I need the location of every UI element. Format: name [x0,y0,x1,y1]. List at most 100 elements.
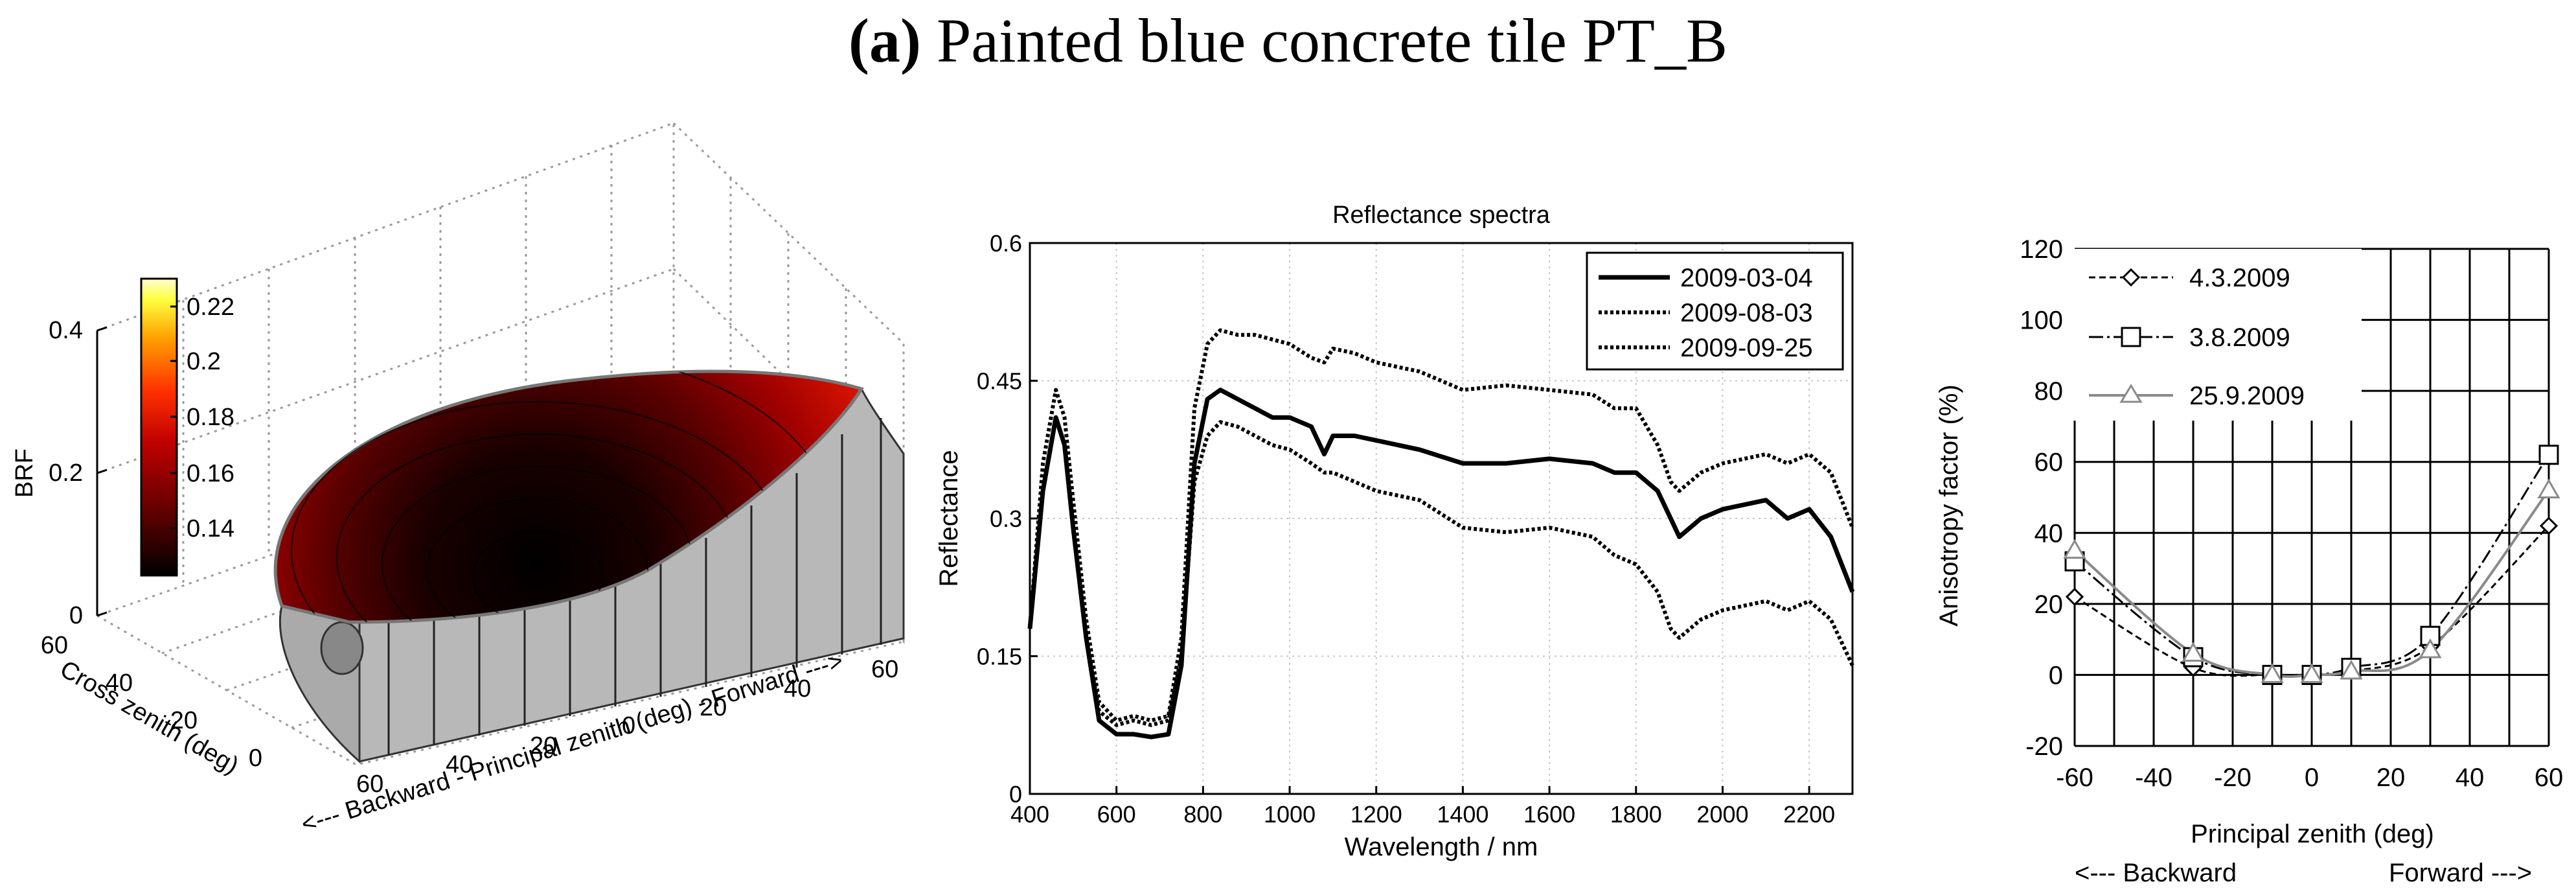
reflectance-spectra-chart: Reflectance spectra 0 0.15 0.3 0.45 0.6 400 6… [935,202,1855,861]
legend-label: 2009-03-04 [1680,264,1813,292]
colorbar-tick-label: 0.18 [187,404,234,431]
anisotropy-legend: 4.3.2009 3.8.2009 25.9.2009 [2089,264,2305,410]
z-tick-mark [97,611,108,617]
anisotropy-factor-chart: -20 0 20 40 60 80 100 120 -60 -40 -20 0 20 40 60 4.3.… [1935,235,2563,887]
spectra-title: Reflectance spectra [1332,202,1551,229]
spectra-legend: 2009-03-04 2009-08-03 2009-09-25 [1586,251,1844,371]
data-point-triangle [2063,539,2086,559]
y-tick-label: 0.15 [977,644,1022,670]
y-tick-label: 0 [1009,781,1022,808]
y-tick-label: 60 [2035,448,2064,477]
spectra-y-ticks: 0 0.15 0.3 0.45 0.6 [977,230,1038,808]
spectrum-line-2009-09-25 [1028,415,1854,727]
anisotropy-lines [2063,445,2560,685]
x-tick-label: -20 [2214,763,2251,792]
anisotropy-line-4.3.2009 [2074,525,2550,677]
x-tick-label: 1200 [1351,801,1402,828]
surface-end-cap [320,621,364,675]
x-tick-label: 800 [1183,801,1222,828]
spectra-x-axis-label: Wavelength / nm [1345,833,1538,861]
data-point-square [2538,445,2559,465]
colorbar-tick-label: 0.2 [187,348,221,375]
x-tick-label: -40 [2135,763,2172,792]
y-tick-label: 0.3 [990,506,1022,532]
y-tick-label: 20 [2035,590,2064,619]
y-tick-label: 0.6 [990,230,1022,257]
brf-surface [273,369,864,624]
data-point-triangle [2537,478,2560,499]
x-tick-label: 1800 [1610,801,1662,828]
data-point-triangle [2261,663,2284,683]
x-tick-label: 0 [622,712,635,739]
x-tick-label: 20 [2377,763,2406,792]
anisotropy-y-axis-label: Anisotropy factor (%) [1935,384,1963,626]
y-tick-label: 0 [2049,661,2063,690]
surface-wall-lines [387,418,882,755]
z-axis-label: BRF [11,448,38,498]
x-tick-label: 40 [784,675,811,703]
figure-title: (a) Painted blue concrete tile PT_B [0,5,2576,76]
x-tick-label: 60 [871,656,898,683]
legend-label: 2009-08-03 [1680,299,1813,327]
legend-marker-diamond [2121,268,2141,287]
colorbar-tick-label: 0.14 [187,515,234,542]
y-tick-label: 120 [2020,235,2063,264]
colorbar-tick-label: 0.16 [187,460,234,487]
z-tick-mark [97,469,108,474]
y-tick-label: 20 [170,707,198,734]
x-tick-label: 2000 [1696,801,1748,828]
figure-title-text: Painted blue concrete tile PT_B [936,6,1727,75]
data-point-triangle [2419,638,2442,658]
spectra-y-axis-label: Reflectance [935,450,963,587]
z-tick-mark [97,326,108,332]
data-point-diamond [2065,587,2084,607]
backward-direction-label: <--- Backward [2075,859,2237,887]
x-tick-label: 60 [2535,763,2564,792]
data-point-diamond [2539,517,2559,535]
anisotropy-y-ticks: -20 0 20 40 60 80 100 120 [2020,235,2063,761]
colorbar-tick-label: 0.22 [187,294,234,321]
data-point-triangle [2300,663,2323,683]
y-tick-label: 0 [249,745,262,772]
figure-label: (a) [849,6,921,75]
x-tick-label: 20 [700,694,727,721]
x-tick-label: 1600 [1523,801,1575,828]
x-tick-label: 1400 [1437,801,1488,828]
spectrum-line-2009-08-03 [1028,328,1854,723]
y-axis-label: Cross zenith (deg) [56,655,244,780]
legend-marker-triangle [2119,384,2143,403]
x-tick-label: 600 [1097,801,1136,828]
y-tick-label: 40 [2035,519,2064,548]
x-tick-label: 2200 [1783,801,1835,828]
x-tick-label: -60 [2056,763,2093,792]
y-tick-label: 60 [41,632,68,659]
y-tick-label: 100 [2020,307,2063,335]
legend-label: 3.8.2009 [2189,323,2290,352]
brf-3d-surface-chart: 0 0.2 0.4 BRF 0.14 0.16 0.18 0.2 0.22 60… [11,121,905,839]
z-tick-label: 0 [69,602,83,629]
y-tick-label: 80 [2035,377,2064,406]
anisotropy-x-axis-label: Principal zenith (deg) [2191,820,2434,848]
legend-label: 4.3.2009 [2189,264,2290,292]
forward-direction-label: Forward ---> [2389,859,2532,887]
x-tick-label: 400 [1010,801,1049,828]
spectra-lines [1027,328,1855,739]
x-tick-label: 40 [446,751,473,778]
x-tick-label: 40 [2456,763,2485,792]
y-tick-label: 0.45 [977,368,1022,395]
y-tick-label: 40 [106,669,133,697]
x-tick-label: 0 [2305,763,2319,792]
z-tick-label: 0.2 [49,459,83,487]
anisotropy-x-ticks: -60 -40 -20 0 20 40 60 [2056,763,2563,792]
legend-label: 2009-09-25 [1680,334,1813,362]
y-tick-label: -20 [2025,732,2063,761]
legend-marker-square [2121,327,2141,347]
x-tick-label: 1000 [1264,801,1316,828]
x-tick-label: 60 [356,771,383,798]
colorbar-ticks [170,305,177,529]
spectra-x-ticks: 400 600 800 1000 1200 1400 1600 1800 2000 2200 [1010,786,1835,828]
legend-label: 25.9.2009 [2189,382,2305,410]
data-point-triangle [2182,642,2205,662]
data-point-triangle [2340,659,2363,680]
colorbar [140,277,178,577]
